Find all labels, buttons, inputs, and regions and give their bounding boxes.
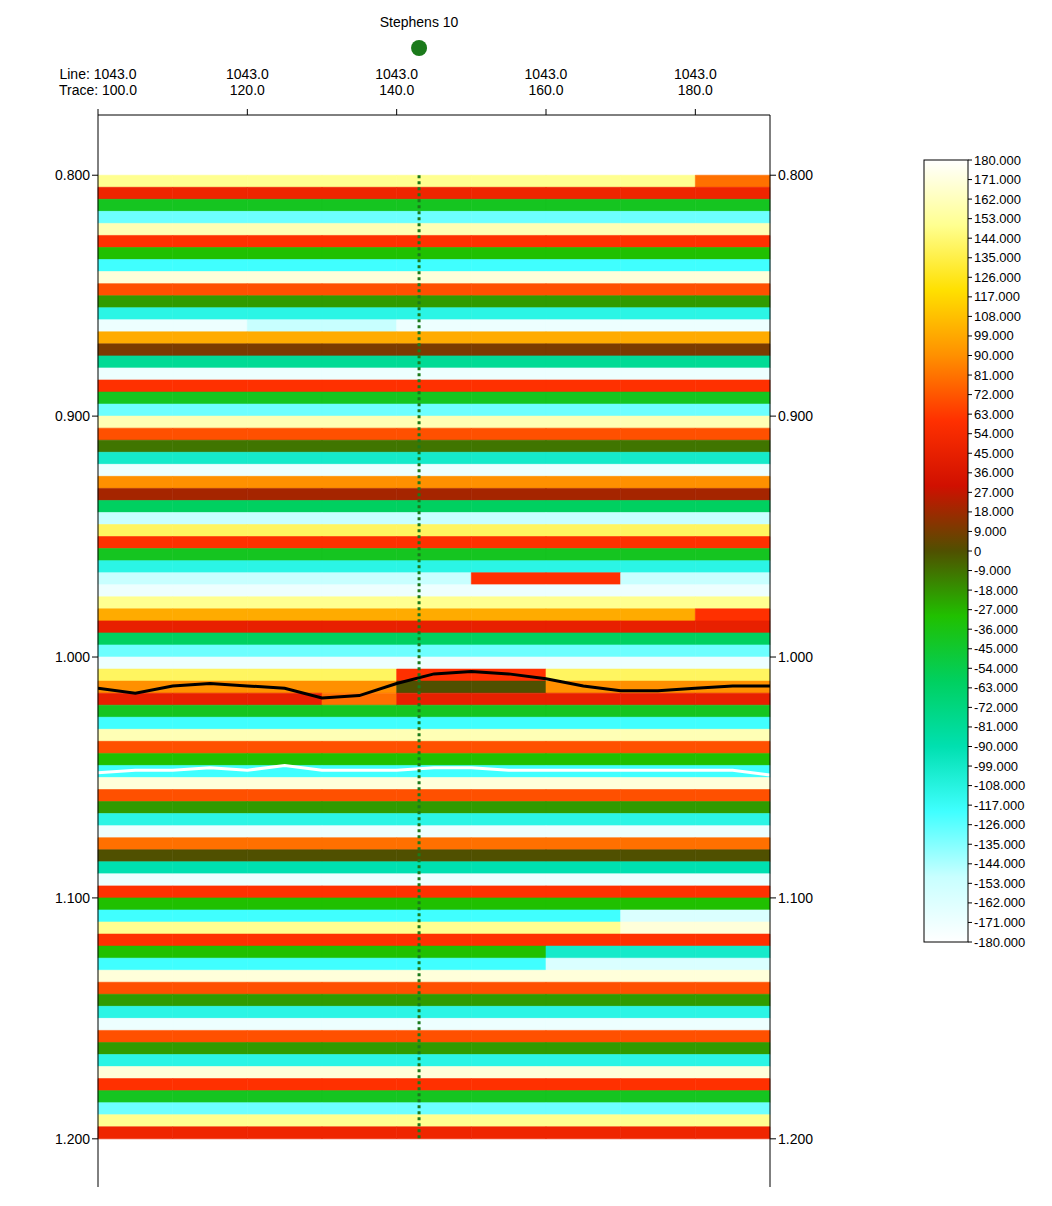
svg-text:36.000: 36.000 (974, 465, 1014, 480)
svg-text:Trace: 100.0: Trace: 100.0 (59, 82, 137, 98)
svg-text:1.200: 1.200 (55, 1131, 90, 1147)
svg-text:-81.000: -81.000 (974, 719, 1018, 734)
svg-text:140.0: 140.0 (379, 82, 414, 98)
svg-text:1.000: 1.000 (778, 649, 813, 665)
svg-text:72.000: 72.000 (974, 387, 1014, 402)
svg-text:Stephens 10: Stephens 10 (380, 14, 459, 30)
svg-text:126.000: 126.000 (974, 270, 1021, 285)
svg-text:160.0: 160.0 (528, 82, 563, 98)
svg-text:135.000: 135.000 (974, 250, 1021, 265)
svg-text:153.000: 153.000 (974, 211, 1021, 226)
svg-text:1043.0: 1043.0 (375, 66, 418, 82)
svg-text:-18.000: -18.000 (974, 583, 1018, 598)
svg-text:81.000: 81.000 (974, 368, 1014, 383)
svg-text:-144.000: -144.000 (974, 856, 1025, 871)
svg-text:0.800: 0.800 (778, 167, 813, 183)
svg-text:9.000: 9.000 (974, 524, 1007, 539)
svg-text:90.000: 90.000 (974, 348, 1014, 363)
svg-text:171.000: 171.000 (974, 172, 1021, 187)
svg-text:-54.000: -54.000 (974, 661, 1018, 676)
svg-text:1.000: 1.000 (55, 649, 90, 665)
svg-text:1043.0: 1043.0 (525, 66, 568, 82)
svg-text:-72.000: -72.000 (974, 700, 1018, 715)
svg-text:180.0: 180.0 (678, 82, 713, 98)
svg-text:1.100: 1.100 (55, 890, 90, 906)
svg-text:-180.000: -180.000 (974, 935, 1025, 950)
svg-text:-135.000: -135.000 (974, 837, 1025, 852)
svg-text:-126.000: -126.000 (974, 817, 1025, 832)
svg-text:Line: 1043.0: Line: 1043.0 (59, 66, 136, 82)
svg-text:45.000: 45.000 (974, 446, 1014, 461)
svg-text:-9.000: -9.000 (974, 563, 1011, 578)
svg-text:-153.000: -153.000 (974, 876, 1025, 891)
svg-text:117.000: 117.000 (974, 289, 1020, 304)
svg-text:0.800: 0.800 (55, 167, 90, 183)
svg-text:63.000: 63.000 (974, 407, 1014, 422)
svg-text:0: 0 (974, 544, 981, 559)
svg-text:-63.000: -63.000 (974, 680, 1018, 695)
svg-text:-36.000: -36.000 (974, 622, 1018, 637)
svg-text:0.900: 0.900 (55, 408, 90, 424)
svg-text:-45.000: -45.000 (974, 641, 1018, 656)
svg-text:144.000: 144.000 (974, 231, 1021, 246)
svg-text:180.000: 180.000 (974, 153, 1021, 168)
svg-text:1.100: 1.100 (778, 890, 813, 906)
svg-text:1043.0: 1043.0 (674, 66, 717, 82)
svg-text:-117.000: -117.000 (974, 798, 1024, 813)
svg-text:1.200: 1.200 (778, 1131, 813, 1147)
svg-text:-90.000: -90.000 (974, 739, 1018, 754)
svg-text:99.000: 99.000 (974, 328, 1014, 343)
svg-text:108.000: 108.000 (974, 309, 1021, 324)
svg-text:162.000: 162.000 (974, 192, 1021, 207)
svg-text:120.0: 120.0 (230, 82, 265, 98)
svg-text:-162.000: -162.000 (974, 895, 1025, 910)
svg-text:0.900: 0.900 (778, 408, 813, 424)
svg-text:-99.000: -99.000 (974, 759, 1018, 774)
svg-text:-171.000: -171.000 (974, 915, 1025, 930)
svg-text:27.000: 27.000 (974, 485, 1014, 500)
svg-text:18.000: 18.000 (974, 504, 1014, 519)
svg-text:-108.000: -108.000 (974, 778, 1025, 793)
svg-text:54.000: 54.000 (974, 426, 1014, 441)
svg-text:1043.0: 1043.0 (226, 66, 269, 82)
svg-text:-27.000: -27.000 (974, 602, 1018, 617)
